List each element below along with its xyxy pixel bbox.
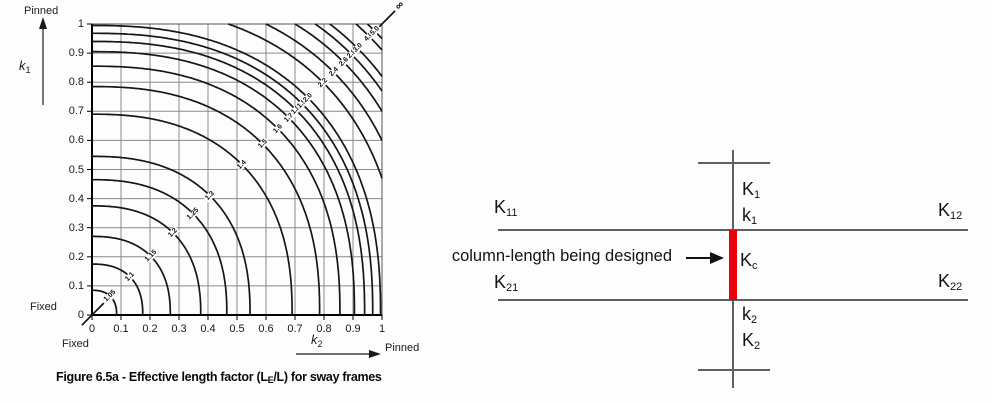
x-tick-label: 0.2	[142, 323, 158, 335]
k-label-sub: c	[752, 260, 758, 272]
y-tick-label: 0.7	[68, 105, 84, 118]
x-tick-label: 0	[88, 323, 96, 335]
bottom-joint-crossbar	[698, 369, 770, 371]
k-label-sub: 2	[751, 314, 758, 326]
k-label-bottom-joint: k2	[742, 305, 757, 326]
x-tick-label: 0.3	[171, 323, 187, 335]
x-tick-label: 0.6	[258, 323, 274, 335]
figure-caption: Figure 6.5a - Effective length factor (L…	[56, 370, 416, 385]
lower-beam-line	[498, 299, 968, 301]
y-axis-title: k1	[19, 58, 31, 75]
y-axis-symbol-sub: 1	[25, 65, 31, 75]
k-label-sub: 1	[751, 215, 758, 227]
k-label-column-designed: Kc	[740, 251, 758, 272]
x-tick-label: 0.8	[316, 323, 332, 335]
chart-figure: 1.01.051.11.151.21.251.31.41.51.61.71.81…	[0, 0, 440, 403]
x-axis-arrow-right-icon	[369, 350, 381, 358]
y-tick-label: 0.5	[68, 163, 84, 176]
y-tick-label: 0.3	[68, 221, 84, 234]
y-tick-label: 0	[77, 309, 84, 321]
y-tick-label: 0.6	[68, 134, 84, 147]
x-tick-label: 0.5	[229, 323, 245, 335]
k-label-top-column: K1	[742, 180, 760, 201]
k-label-beam-bottom-left: K21	[494, 273, 518, 294]
x-axis-title: k2	[311, 332, 323, 349]
x-tick-label: 0.1	[113, 323, 129, 335]
y-tick-label: 0.2	[68, 250, 84, 263]
caption-prefix: Figure 6.5a - Effective length factor (L	[56, 370, 268, 384]
y-tick-label: 0.1	[68, 279, 84, 292]
k-label-main: k	[742, 205, 751, 225]
k-label-main: K	[938, 200, 951, 220]
y-axis-max-label: Pinned	[24, 5, 59, 17]
k-label-sub: 21	[506, 282, 519, 294]
top-joint-crossbar	[698, 162, 770, 164]
k-label-main: K	[742, 179, 755, 199]
x-axis-symbol-sub: 2	[317, 339, 323, 349]
x-axis-max-label: Pinned	[385, 342, 420, 354]
caption-subscript: E	[267, 375, 274, 385]
contour-corner-tick	[81, 301, 106, 326]
k-label-sub: 12	[950, 210, 963, 222]
k-label-main: K	[494, 272, 507, 292]
y-axis-arrow-up-icon	[39, 17, 47, 29]
y-tick-label: 0.9	[68, 47, 84, 60]
annotation-label: column-length being designed	[451, 247, 672, 265]
x-tick-label: 1	[378, 323, 386, 335]
k-label-main: K	[938, 271, 951, 291]
k-label-sub: 2	[754, 340, 761, 352]
k-label-beam-top-right: K12	[938, 201, 962, 222]
k-label-beam-bottom-right: K22	[938, 272, 962, 293]
column-highlight-bar	[729, 230, 737, 300]
y-axis-min-label: Fixed	[30, 301, 57, 313]
x-tick-label: 0.9	[345, 323, 361, 335]
y-tick-label: 1	[77, 18, 84, 30]
x-tick-label: 0.4	[200, 323, 216, 335]
k-label-bottom-column: K2	[742, 331, 760, 352]
k-label-beam-top-left: K11	[494, 198, 517, 219]
k-label-top-joint: k1	[742, 206, 757, 227]
k-label-main: K	[740, 250, 753, 270]
annotation-arrowhead-icon	[710, 252, 724, 264]
k-label-main: K	[494, 197, 507, 217]
k-label-main: K	[742, 330, 755, 350]
k-label-main: k	[742, 304, 751, 324]
k-label-sub: 22	[950, 281, 963, 293]
x-axis-min-label: Fixed	[62, 338, 89, 350]
x-axis-symbol: k	[311, 332, 318, 347]
x-tick-label: 0.7	[287, 323, 303, 335]
y-tick-label: 0.8	[68, 76, 84, 89]
k-label-sub: 1	[754, 189, 761, 201]
frame-diagram: K1 k1 K11 K12 Kc K21 K22 k2 K2	[430, 0, 992, 403]
annotation-arrow-icon	[686, 257, 712, 259]
y-axis-symbol: k	[19, 58, 26, 73]
k-label-sub: 11	[506, 207, 518, 219]
y-tick-label: 0.4	[68, 192, 84, 205]
caption-suffix: /L) for sway frames	[273, 370, 382, 384]
